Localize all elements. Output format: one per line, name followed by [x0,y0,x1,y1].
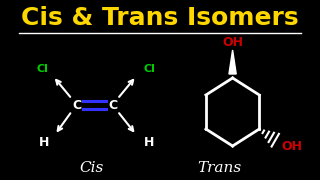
Text: Cis & Trans Isomers: Cis & Trans Isomers [21,6,299,30]
Text: OH: OH [282,141,302,154]
Text: C: C [72,98,81,111]
Text: Cl: Cl [36,64,48,74]
Text: OH: OH [222,35,243,48]
Text: Cl: Cl [143,64,155,74]
Text: Trans: Trans [197,161,241,175]
Text: H: H [39,136,49,150]
Polygon shape [229,50,236,74]
Text: Cis: Cis [80,161,104,175]
Text: C: C [108,98,117,111]
Text: H: H [144,136,154,150]
